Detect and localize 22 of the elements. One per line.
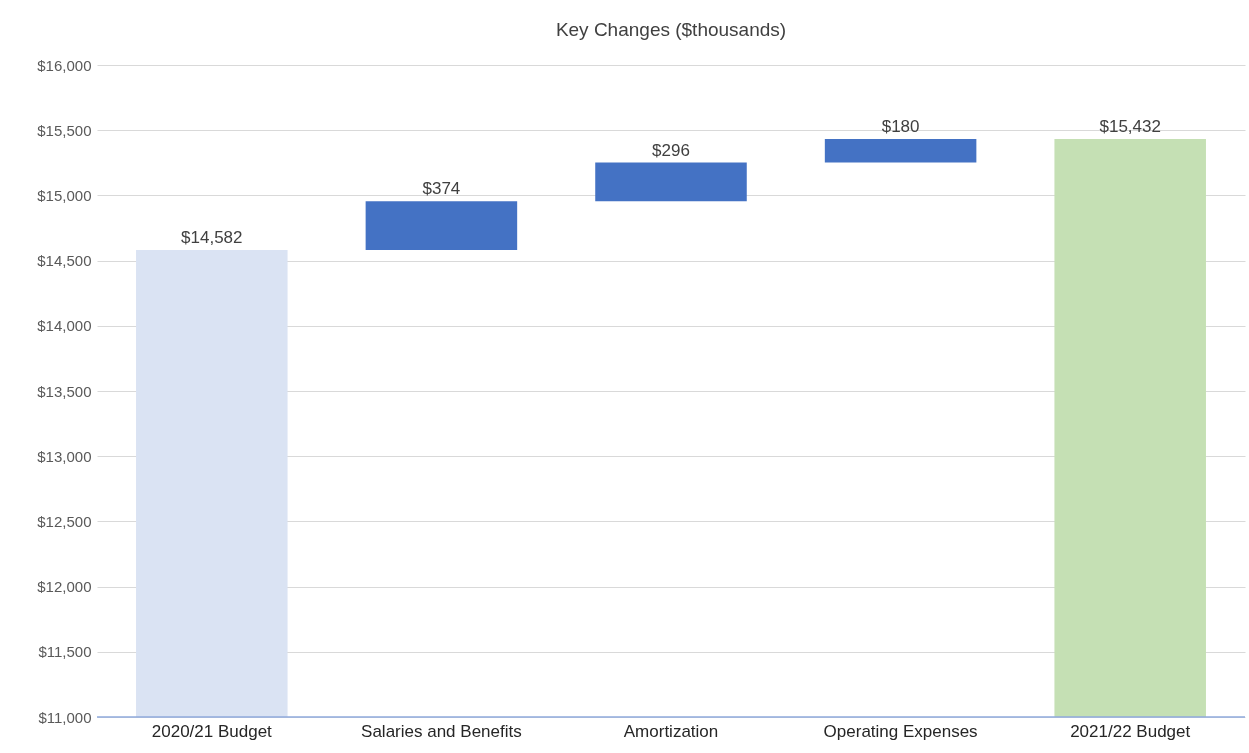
- y-tick-label: $15,000: [37, 186, 92, 204]
- y-tick-label: $12,500: [37, 512, 92, 530]
- data-label: $374: [422, 179, 461, 199]
- y-tick-label: $12,000: [37, 578, 92, 596]
- data-label: $14,582: [181, 227, 243, 247]
- x-tick-label: Amortization: [623, 721, 719, 741]
- y-tick-label: $16,000: [37, 56, 92, 74]
- y-tick-label: $14,500: [37, 252, 92, 270]
- y-tick-label: $11,000: [38, 708, 92, 726]
- data-label: $15,432: [1099, 117, 1161, 137]
- x-tick-label: Operating Expenses: [823, 721, 978, 741]
- y-tick-label: $13,000: [37, 447, 92, 465]
- y-tick-label: $13,500: [37, 382, 92, 400]
- x-tick-label: 2020/21 Budget: [151, 721, 273, 741]
- x-tick-label: Salaries and Benefits: [361, 721, 522, 741]
- chart-title: Key Changes ($thousands): [555, 19, 787, 40]
- x-tick-label: 2021/22 Budget: [1070, 721, 1191, 741]
- y-tick-label: $11,500: [38, 643, 92, 661]
- y-tick-label: $15,500: [37, 121, 92, 139]
- data-label: $296: [652, 140, 690, 160]
- y-tick-label: $14,000: [37, 317, 92, 335]
- data-label: $180: [881, 117, 920, 137]
